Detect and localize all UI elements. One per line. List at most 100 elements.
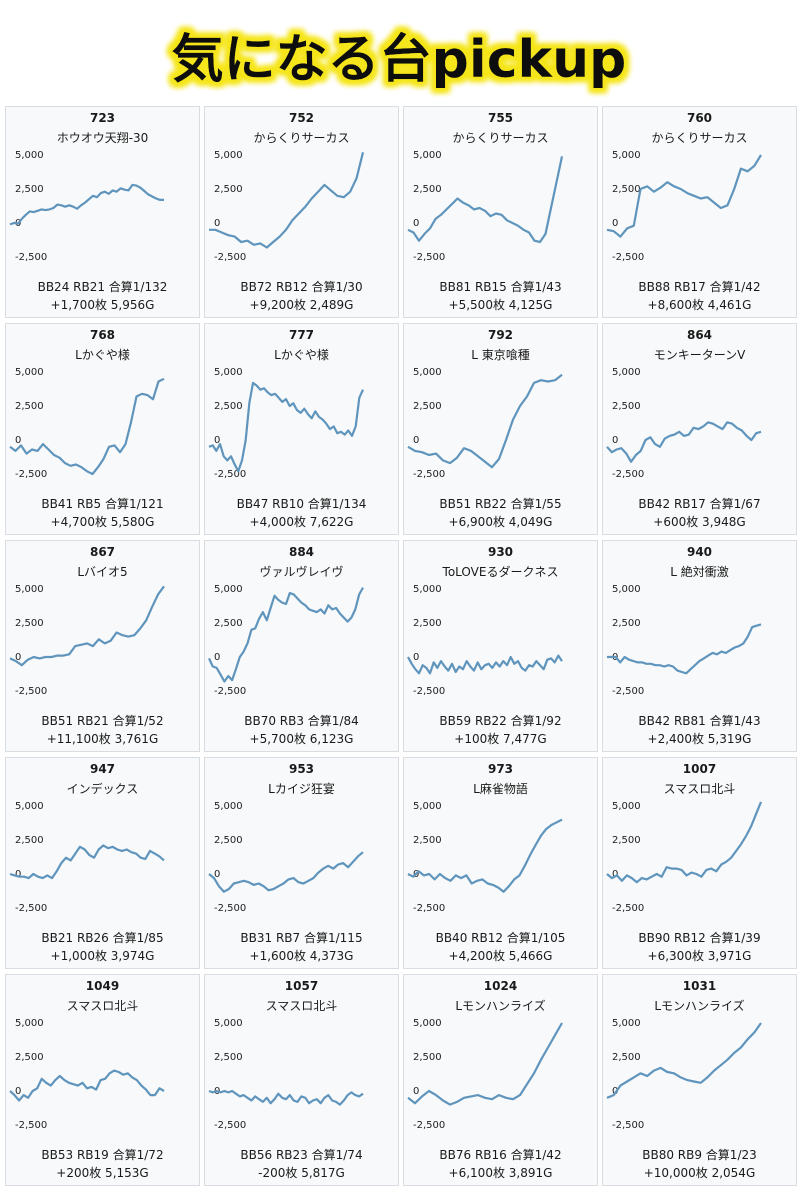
series-line — [606, 421, 762, 463]
y-tick-label: 5,000 — [413, 801, 442, 812]
machine-number: 723 — [89, 111, 116, 125]
y-tick-label: 2,500 — [413, 835, 442, 846]
y-tick-label: 0 — [413, 218, 419, 229]
y-tick-label: -2,500 — [612, 686, 644, 697]
bonus-summary: BB72 RB12 合算1/30 — [240, 280, 363, 294]
result-summary: +6,100枚 3,891G — [448, 1166, 553, 1180]
result-summary: +8,600枚 4,461G — [647, 298, 752, 312]
y-tick-label: -2,500 — [612, 1120, 644, 1131]
y-tick-label: 2,500 — [214, 618, 243, 629]
y-tick-label: 0 — [15, 1086, 21, 1097]
machine-number: 768 — [89, 328, 116, 342]
y-tick-label: 0 — [214, 218, 220, 229]
machine-card: 777 Lかぐや様 5,000 2,500 0 -2,500 BB47 RB10 合算1/1… — [204, 323, 399, 535]
result-summary: +1,600枚 4,373G — [249, 949, 354, 963]
y-tick-label: 2,500 — [15, 1052, 44, 1063]
series-line — [606, 1022, 762, 1099]
y-tick-label: 5,000 — [612, 584, 641, 595]
y-tick-label: 5,000 — [15, 584, 44, 595]
y-tick-label: -2,500 — [413, 469, 445, 480]
series-line — [607, 623, 762, 675]
machine-name: Lバイオ5 — [77, 565, 128, 579]
machine-card: 864 モンキーターンV 5,000 2,500 0 -2,500 BB42 RB17 合算… — [602, 323, 797, 535]
y-tick-label: 5,000 — [413, 367, 442, 378]
y-tick-label: -2,500 — [214, 686, 246, 697]
machine-name: スマスロ北斗 — [265, 999, 338, 1013]
y-tick-label: 2,500 — [413, 401, 442, 412]
series-line — [407, 1022, 563, 1106]
y-tick-label: 5,000 — [214, 801, 243, 812]
machine-number: 947 — [89, 762, 116, 776]
machine-name: からくりサーカス — [651, 131, 748, 145]
y-tick-label: 5,000 — [612, 150, 641, 161]
machine-card: 953 Lカイジ狂宴 5,000 2,500 0 -2,500 BB31 RB7 合算1/1… — [204, 757, 399, 969]
bonus-summary: BB81 RB15 合算1/43 — [439, 280, 562, 294]
series-line — [9, 844, 165, 880]
y-tick-label: -2,500 — [413, 252, 445, 263]
y-tick-label: 5,000 — [15, 367, 44, 378]
machine-card: 947 インデックス 5,000 2,500 0 -2,500 BB21 RB26 合算1/… — [5, 757, 200, 969]
y-tick-label: 2,500 — [612, 184, 641, 195]
series-line — [9, 377, 165, 476]
bonus-summary: BB51 RB22 合算1/55 — [439, 497, 562, 511]
result-summary: +11,100枚 3,761G — [46, 732, 159, 746]
machine-name: L 東京喰種 — [471, 348, 530, 362]
machine-card: 760 からくりサーカス 5,000 2,500 0 -2,500 BB88 RB17 合算… — [602, 106, 797, 318]
series-line — [606, 801, 763, 884]
machine-card: 1024 Lモンハンライズ 5,000 2,500 0 -2,500 BB76 RB16 合… — [403, 974, 598, 1186]
machine-number: 760 — [686, 111, 713, 125]
bonus-summary: BB88 RB17 合算1/42 — [638, 280, 761, 294]
bonus-summary: BB76 RB16 合算1/42 — [439, 1148, 562, 1162]
y-tick-label: -2,500 — [15, 252, 47, 263]
y-tick-label: -2,500 — [413, 1120, 445, 1131]
machine-number: 1031 — [682, 979, 717, 993]
result-summary: +4,200枚 5,466G — [448, 949, 553, 963]
machine-number: 953 — [288, 762, 315, 776]
result-summary: +9,200枚 2,489G — [249, 298, 354, 312]
machine-name: からくりサーカス — [452, 131, 549, 145]
bonus-summary: BB59 RB22 合算1/92 — [439, 714, 562, 728]
result-summary: +5,500枚 4,125G — [448, 298, 553, 312]
bonus-summary: BB42 RB81 合算1/43 — [638, 714, 761, 728]
y-tick-label: 2,500 — [214, 401, 243, 412]
machine-name: ヴァルヴレイヴ — [259, 565, 344, 579]
y-tick-label: 2,500 — [15, 401, 44, 412]
y-tick-label: 0 — [214, 652, 220, 663]
y-tick-label: 2,500 — [15, 835, 44, 846]
machine-card: 940 L 絶対衝激 5,000 2,500 0 -2,500 BB42 RB81 合算1/… — [602, 540, 797, 752]
y-tick-label: 2,500 — [15, 618, 44, 629]
series-line — [9, 1069, 165, 1102]
machine-name: スマスロ北斗 — [66, 999, 139, 1013]
machine-card: 1031 Lモンハンライズ 5,000 2,500 0 -2,500 BB80 RB9 合算… — [602, 974, 797, 1186]
machine-name: ホウオウ天翔-30 — [56, 131, 149, 145]
series-line — [208, 1089, 364, 1106]
bonus-summary: BB80 RB9 合算1/23 — [642, 1148, 757, 1162]
bonus-summary: BB21 RB26 合算1/85 — [41, 931, 164, 945]
series-line — [407, 373, 563, 469]
machine-number: 864 — [686, 328, 713, 342]
bonus-summary: BB42 RB17 合算1/67 — [638, 497, 761, 511]
y-tick-label: -2,500 — [214, 903, 246, 914]
result-summary: +1,000枚 3,974G — [50, 949, 155, 963]
y-tick-label: 0 — [612, 435, 618, 446]
machine-name: スマスロ北斗 — [663, 782, 736, 796]
machine-card: 884 ヴァルヴレイヴ 5,000 2,500 0 -2,500 BB70 RB3 合算1/… — [204, 540, 399, 752]
machine-number: 1049 — [85, 979, 120, 993]
series-line — [407, 156, 564, 244]
result-summary: -200枚 5,817G — [258, 1166, 345, 1180]
machine-card: 755 からくりサーカス 5,000 2,500 0 -2,500 BB81 RB15 合算… — [403, 106, 598, 318]
title-banner: 気になる台pickup — [172, 30, 627, 90]
result-summary: +4,700枚 5,580G — [50, 515, 155, 529]
y-tick-label: 2,500 — [214, 835, 243, 846]
